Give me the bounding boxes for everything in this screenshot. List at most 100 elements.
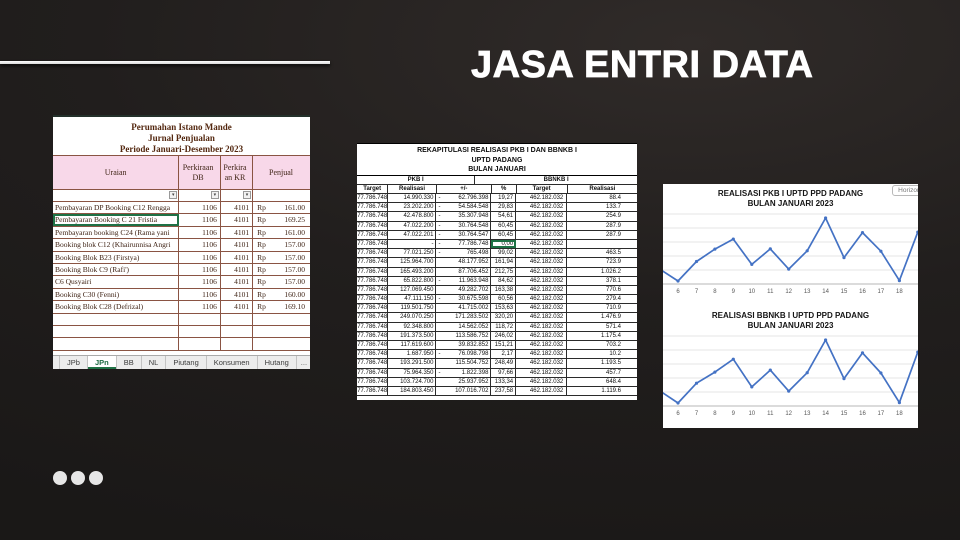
cell-target-bbnkb[interactable]: 462.182.032	[516, 276, 568, 285]
cell-target-bbnkb[interactable]: 462.182.032	[516, 194, 568, 203]
cell-realisasi-pkb[interactable]: 65.822.800	[388, 276, 437, 285]
cell-selisih[interactable]: 107.016.702	[436, 386, 492, 396]
cell-target-pkb[interactable]: 77.786.748	[357, 221, 389, 230]
sheet-tab-bb[interactable]: BB	[117, 356, 142, 369]
cell-persen[interactable]: 84,62	[491, 276, 517, 285]
cell-target-pkb[interactable]: 77.786.748	[357, 313, 389, 322]
cell-selisih[interactable]: 49.282.702	[436, 285, 492, 295]
cell-penjualan[interactable]: Rp 157.00	[257, 264, 305, 274]
cell-penjualan[interactable]: Rp 169.10	[257, 302, 305, 312]
cell-realisasi-bbnkb[interactable]	[567, 240, 637, 248]
cell-target-bbnkb[interactable]: 462.182.032	[516, 221, 568, 230]
cell-target-bbnkb[interactable]: 462.182.032	[516, 230, 568, 239]
chart-pkb[interactable]: REALISASI PKB I UPTD PPD PADANG BULAN JA…	[663, 184, 918, 306]
cell-target-pkb[interactable]: 77.786.748	[357, 377, 389, 386]
cell-penjualan[interactable]: Rp 157.00	[257, 240, 305, 250]
cell-target-pkb[interactable]: 77.786.748	[357, 285, 389, 295]
cell-empty[interactable]	[179, 325, 221, 338]
cell-persen[interactable]: 60,56	[491, 295, 517, 304]
cell-target-pkb[interactable]: 77.786.748	[357, 359, 389, 368]
tab-overflow[interactable]: ...	[300, 358, 308, 367]
cell-realisasi-pkb[interactable]: 117.619.600	[388, 341, 437, 350]
cell-selisih[interactable]: -54.584.548	[436, 203, 492, 212]
sheet-tab-piutang[interactable]: Piutang	[166, 356, 207, 369]
cell-realisasi-pkb[interactable]: 1.687.950	[388, 350, 437, 359]
cell-target-pkb[interactable]: 77.786.748	[357, 230, 389, 239]
cell-realisasi-bbnkb[interactable]: 770.6	[605, 286, 621, 293]
cell-persen[interactable]: 248,49	[491, 359, 517, 368]
cell-empty[interactable]	[53, 313, 180, 325]
cell-realisasi-bbnkb[interactable]: 287.9	[605, 231, 621, 238]
cell-perkiraan-kr[interactable]: 4101	[221, 251, 254, 263]
cell-realisasi-pkb[interactable]: 42.478.800	[388, 212, 437, 221]
cell-target-pkb[interactable]: 77.786.748	[357, 258, 389, 267]
cell-selisih[interactable]: 25.937.952	[436, 377, 492, 386]
cell-selisih[interactable]: 115.504.752	[436, 359, 492, 368]
filter-dropdown-icon[interactable]: ▾	[169, 191, 178, 199]
cell-empty[interactable]	[53, 338, 180, 350]
cell-selisih[interactable]: -77.786.748	[436, 239, 492, 249]
cell-realisasi-pkb[interactable]: 127.069.450	[388, 285, 437, 295]
cell-empty[interactable]	[179, 338, 221, 350]
cell-persen[interactable]: 54,61	[491, 212, 517, 221]
cell-persen[interactable]: 320,20	[491, 313, 517, 322]
cell-perkiraan-kr[interactable]: 4101	[221, 301, 254, 313]
cell-empty[interactable]	[179, 313, 221, 325]
chart-bbnkb[interactable]: REALISASI BBNKB I UPTD PPD PADANG BULAN …	[663, 306, 918, 428]
cell-target-pkb[interactable]: 77.786.748	[357, 331, 389, 340]
cell-persen[interactable]: 60,45	[491, 230, 517, 239]
cell-perkiraan-db[interactable]: 1106	[179, 276, 221, 288]
cell-persen[interactable]: 0,00	[491, 239, 517, 249]
cell-selisih[interactable]: 41.715.002	[436, 304, 492, 313]
cell-selisih[interactable]: -62.796.398	[436, 194, 492, 203]
chart-bbnkb-plot[interactable]: 6 7 8 9 10 11 12 13 14 15 16 17 18	[663, 330, 918, 422]
cell-realisasi-pkb[interactable]: 249.070.250	[388, 313, 437, 322]
cell-persen[interactable]: 161,94	[491, 258, 517, 267]
cell-target-pkb[interactable]: 77.786.748	[357, 267, 389, 276]
cell-target-bbnkb[interactable]: 462.182.032	[516, 322, 568, 331]
cell-realisasi-pkb[interactable]: 103.724.700	[388, 377, 437, 386]
cell-realisasi-bbnkb[interactable]: 1.119.6	[601, 387, 621, 394]
cell-target-pkb[interactable]: 77.786.748	[357, 239, 389, 249]
cell-selisih[interactable]: -30.675.598	[436, 295, 492, 304]
cell-target-bbnkb[interactable]: 462.182.032	[516, 341, 568, 350]
cell-target-bbnkb[interactable]: 462.182.032	[516, 350, 568, 359]
cell-selisih[interactable]: -765.498	[436, 249, 492, 258]
cell-realisasi-bbnkb[interactable]: 1.193.5	[600, 360, 621, 367]
cell-target-bbnkb[interactable]: 462.182.032	[516, 313, 568, 322]
cell-target-bbnkb[interactable]: 462.182.032	[516, 239, 568, 249]
cell-target-bbnkb[interactable]: 462.182.032	[516, 212, 568, 221]
cell-target-bbnkb[interactable]: 462.182.032	[516, 203, 568, 212]
filter-dropdown-icon[interactable]: ▾	[210, 191, 219, 199]
column-header-perkiraan-kr[interactable]: Perkira an KR	[220, 156, 254, 189]
cell-persen[interactable]: 212,75	[491, 267, 517, 276]
cell-perkiraan-db[interactable]: 1106	[179, 263, 221, 276]
cell-target-bbnkb[interactable]: 462.182.032	[516, 249, 568, 258]
sheet-tab-jpb[interactable]: JPb	[59, 356, 88, 369]
cell-uraian[interactable]: Booking Blok C9 (Rafi')	[53, 263, 180, 276]
cell-perkiraan-kr[interactable]: 4101	[221, 214, 254, 226]
cell-persen[interactable]: 163,38	[491, 285, 517, 295]
cell-perkiraan-kr[interactable]: 4101	[221, 226, 254, 239]
cell-uraian[interactable]: C6 Qusyairi	[53, 276, 180, 288]
cell-penjualan[interactable]: Rp 169.25	[257, 215, 305, 225]
cell-realisasi-bbnkb[interactable]: 1.175.4	[600, 332, 621, 339]
cell-persen[interactable]: 2,17	[491, 350, 517, 359]
cell-realisasi-pkb[interactable]: 92.348.800	[388, 322, 437, 331]
cell-target-pkb[interactable]: 77.786.748	[357, 212, 389, 221]
cell-target-pkb[interactable]: 77.786.748	[357, 368, 389, 377]
cell-target-bbnkb[interactable]: 462.182.032	[516, 267, 568, 276]
cell-uraian[interactable]: Booking Blok C28 (Defrizal)	[53, 301, 180, 313]
cell-empty[interactable]	[221, 338, 254, 350]
cell-realisasi-pkb[interactable]: 47.022.201	[388, 230, 437, 239]
cell-empty[interactable]	[53, 325, 180, 338]
cell-target-pkb[interactable]: 77.786.748	[357, 194, 389, 203]
cell-selisih[interactable]: 171.283.502	[436, 313, 492, 322]
cell-selisih[interactable]: 87.706.452	[436, 267, 492, 276]
cell-penjualan[interactable]: Rp 157.00	[257, 252, 305, 262]
cell-selisih[interactable]: -30.764.548	[436, 221, 492, 230]
cell-perkiraan-db[interactable]: 1106	[179, 214, 221, 226]
chart-selection-chip[interactable]: Horizonta	[892, 185, 918, 196]
cell-realisasi-pkb[interactable]: 119.501.750	[388, 304, 437, 313]
cell-target-pkb[interactable]: 77.786.748	[357, 350, 389, 359]
